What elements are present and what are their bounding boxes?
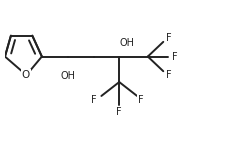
- Text: F: F: [116, 107, 122, 117]
- Text: OH: OH: [61, 71, 76, 81]
- Text: F: F: [166, 70, 172, 80]
- Text: O: O: [22, 70, 30, 80]
- Text: F: F: [172, 52, 177, 62]
- Text: F: F: [138, 95, 144, 105]
- Text: F: F: [92, 95, 97, 105]
- Text: OH: OH: [119, 38, 134, 48]
- Text: F: F: [166, 33, 172, 43]
